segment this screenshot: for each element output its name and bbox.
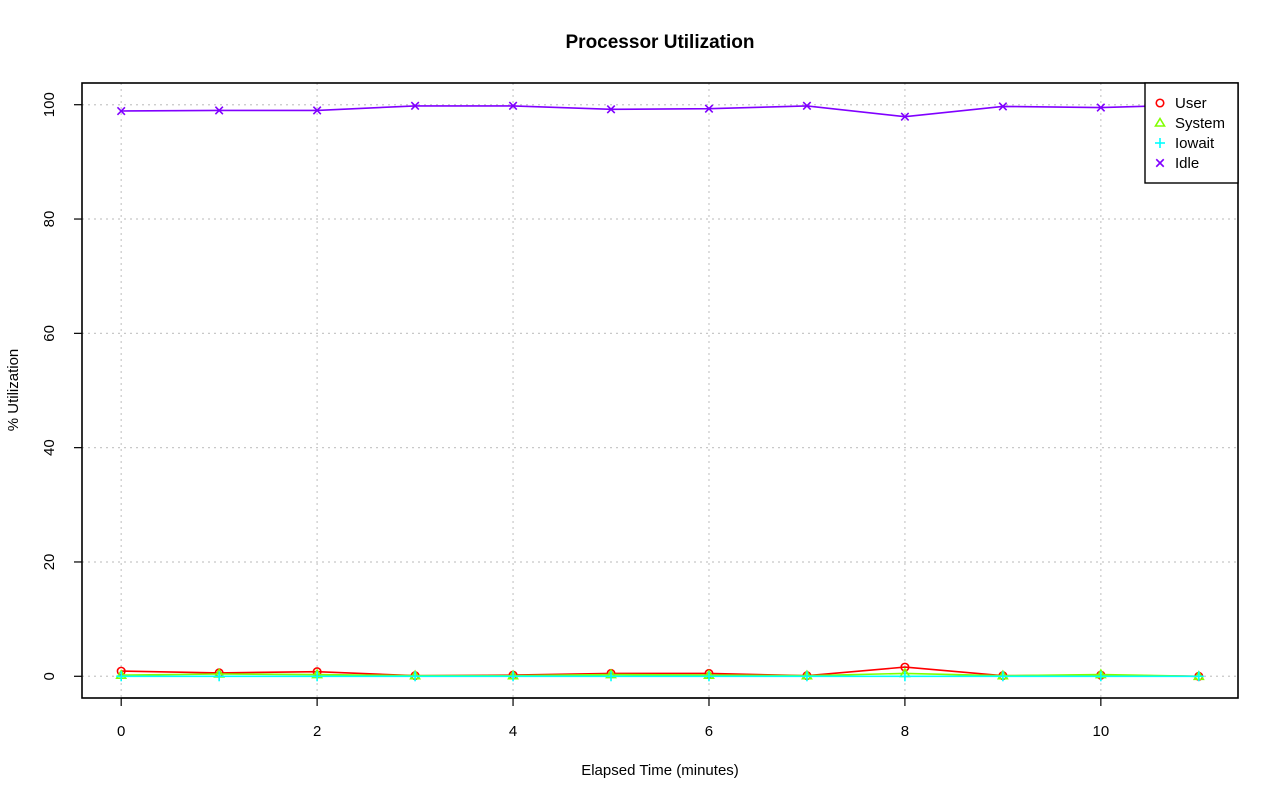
data-point-marker: [214, 106, 224, 115]
data-point-marker: [312, 671, 323, 682]
data-point-marker-stroke: [116, 106, 126, 116]
data-point-marker: [704, 104, 714, 114]
legend-label: User: [1175, 95, 1207, 112]
series-user: [116, 662, 1204, 681]
series-idle: [116, 100, 1204, 122]
data-point-marker-stroke: [998, 102, 1008, 111]
x-tick-label: 6: [705, 723, 713, 740]
y-axis-label: % Utilization: [5, 349, 22, 432]
data-point-marker: [1193, 671, 1204, 682]
data-point-marker: [900, 112, 910, 122]
data-point-marker: [508, 101, 518, 111]
y-tick-label: 100: [41, 92, 58, 117]
data-point-marker-stroke: [1155, 158, 1165, 168]
data-point-marker: [606, 671, 617, 682]
legend: User System Iowait Idle: [1144, 82, 1239, 184]
legend-item-system: System: [1154, 115, 1225, 132]
legend-item-user: User: [1155, 95, 1207, 112]
x-tick-label: 2: [313, 723, 321, 740]
series-line-idle: [121, 103, 1199, 118]
data-point-marker: [312, 106, 322, 115]
data-point-marker-stroke: [410, 101, 420, 111]
legend-label: Idle: [1175, 155, 1199, 172]
y-tick-label: 0: [41, 672, 58, 680]
x-tick-label: 0: [117, 723, 125, 740]
data-point-marker: [1155, 138, 1165, 148]
data-point-marker: [801, 671, 812, 682]
x-tick-label: 10: [1093, 723, 1110, 740]
data-point-marker: [214, 671, 225, 682]
data-point-marker-stroke: [508, 101, 518, 111]
data-point-marker: [410, 101, 420, 111]
legend-item-idle: Idle: [1155, 155, 1199, 172]
data-point-marker: [1095, 671, 1106, 682]
data-point-marker: [1154, 116, 1166, 127]
data-point-marker: [116, 671, 127, 682]
data-point-marker-stroke: [1096, 103, 1106, 112]
plot-frame: [81, 82, 1239, 699]
data-point-marker-stroke: [802, 101, 812, 111]
data-point-marker: [410, 671, 421, 682]
legend-item-iowait: Iowait: [1155, 135, 1215, 152]
y-tick-label: 80: [41, 211, 58, 228]
data-point-marker: [703, 671, 714, 682]
y-tick-label: 20: [41, 554, 58, 571]
series-system: [115, 667, 1205, 681]
chart-title: Processor Utilization: [566, 32, 755, 53]
data-point-marker: [116, 106, 126, 116]
data-point-marker: [1155, 98, 1165, 108]
legend-label: System: [1175, 115, 1225, 132]
data-point-marker: [508, 671, 519, 682]
series-layer: [115, 100, 1205, 682]
y-tick-label: 60: [41, 325, 58, 342]
data-point-marker: [998, 102, 1008, 111]
data-point-marker-stroke: [606, 104, 616, 114]
legend-label: Iowait: [1175, 135, 1215, 152]
x-tick-label: 4: [509, 723, 517, 740]
data-point-marker: [1155, 158, 1165, 168]
grid-lines: [82, 83, 1238, 698]
data-point-marker-stroke: [900, 112, 910, 122]
data-point-marker: [899, 671, 910, 682]
x-tick-label: 8: [901, 723, 909, 740]
data-point-marker: [997, 671, 1008, 682]
data-point-marker: [1096, 103, 1106, 112]
data-point-marker-stroke: [704, 104, 714, 114]
data-point-marker-stroke: [214, 106, 224, 115]
data-point-marker-stroke: [312, 106, 322, 115]
data-point-marker: [900, 662, 910, 672]
x-axis-label: Elapsed Time (minutes): [581, 762, 739, 779]
series-iowait: [116, 671, 1204, 682]
y-tick-label: 40: [41, 439, 58, 456]
data-point-marker: [606, 104, 616, 114]
data-point-marker: [802, 101, 812, 111]
